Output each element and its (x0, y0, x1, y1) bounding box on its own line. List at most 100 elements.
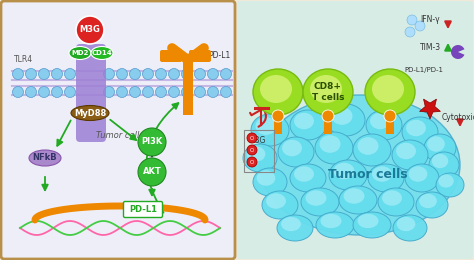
Text: O: O (250, 159, 254, 165)
Text: CD8+
T cells: CD8+ T cells (312, 82, 344, 102)
Ellipse shape (382, 190, 402, 206)
Circle shape (208, 87, 219, 98)
Circle shape (194, 87, 206, 98)
Text: TLR4: TLR4 (14, 55, 33, 64)
Ellipse shape (243, 144, 277, 172)
Circle shape (155, 87, 166, 98)
Ellipse shape (306, 190, 327, 206)
Bar (274, 116, 282, 134)
Circle shape (26, 87, 36, 98)
Ellipse shape (260, 75, 292, 103)
Ellipse shape (255, 117, 276, 135)
Circle shape (182, 68, 192, 80)
Ellipse shape (290, 110, 326, 140)
Ellipse shape (310, 75, 342, 103)
Circle shape (407, 15, 417, 25)
Ellipse shape (290, 164, 326, 192)
Bar (324, 116, 332, 134)
Text: MyD88: MyD88 (74, 108, 106, 118)
Ellipse shape (316, 212, 354, 238)
Ellipse shape (370, 113, 390, 129)
Text: TIM-3: TIM-3 (420, 43, 441, 52)
Ellipse shape (393, 215, 427, 241)
Ellipse shape (69, 47, 91, 60)
Circle shape (384, 110, 396, 122)
Ellipse shape (278, 137, 314, 167)
Circle shape (194, 68, 206, 80)
Circle shape (129, 68, 140, 80)
Circle shape (247, 145, 257, 155)
Text: O: O (250, 147, 254, 153)
Circle shape (220, 87, 231, 98)
Ellipse shape (438, 174, 454, 188)
Circle shape (26, 68, 36, 80)
Circle shape (64, 87, 75, 98)
Text: PD-L1/PD-1: PD-L1/PD-1 (404, 67, 443, 73)
Text: Cytotoxicity: Cytotoxicity (442, 114, 474, 122)
Ellipse shape (281, 217, 301, 231)
Text: Tumor cells: Tumor cells (96, 131, 144, 140)
Ellipse shape (315, 132, 353, 164)
Polygon shape (451, 45, 465, 59)
Circle shape (143, 87, 154, 98)
Ellipse shape (320, 214, 341, 228)
Ellipse shape (357, 137, 378, 155)
Text: NFkB: NFkB (33, 153, 57, 162)
Ellipse shape (260, 95, 460, 235)
Circle shape (103, 87, 115, 98)
Ellipse shape (319, 135, 340, 153)
Ellipse shape (405, 164, 439, 192)
FancyBboxPatch shape (124, 202, 163, 218)
Ellipse shape (378, 188, 414, 216)
Circle shape (208, 68, 219, 80)
Circle shape (138, 158, 166, 186)
Text: Tumor cells: Tumor cells (328, 168, 408, 181)
Ellipse shape (253, 69, 303, 115)
FancyBboxPatch shape (237, 1, 473, 259)
Bar (183, 55, 193, 115)
Ellipse shape (331, 107, 353, 125)
Bar (386, 116, 394, 134)
Ellipse shape (256, 170, 275, 186)
Circle shape (168, 87, 180, 98)
Circle shape (117, 68, 128, 80)
Circle shape (76, 16, 104, 44)
Bar (244, 130, 274, 172)
Circle shape (247, 133, 257, 143)
Ellipse shape (339, 186, 377, 214)
Circle shape (38, 87, 49, 98)
Ellipse shape (353, 212, 391, 238)
Ellipse shape (294, 113, 314, 129)
Ellipse shape (366, 110, 402, 140)
Text: PI3K: PI3K (141, 138, 163, 146)
Circle shape (38, 68, 49, 80)
Ellipse shape (372, 75, 404, 103)
Ellipse shape (396, 143, 416, 159)
Ellipse shape (353, 134, 391, 166)
Ellipse shape (406, 120, 426, 136)
Ellipse shape (436, 173, 464, 197)
Circle shape (52, 68, 63, 80)
Circle shape (405, 27, 415, 37)
Circle shape (64, 68, 75, 80)
Circle shape (12, 87, 24, 98)
Ellipse shape (303, 69, 353, 115)
Ellipse shape (294, 166, 314, 182)
Circle shape (138, 128, 166, 156)
Circle shape (155, 68, 166, 80)
Ellipse shape (301, 188, 339, 216)
Circle shape (103, 68, 115, 80)
Ellipse shape (282, 140, 302, 156)
Circle shape (182, 87, 192, 98)
Ellipse shape (344, 188, 365, 204)
Circle shape (117, 87, 128, 98)
Ellipse shape (416, 192, 448, 218)
Circle shape (12, 68, 24, 80)
Ellipse shape (29, 150, 61, 166)
Ellipse shape (329, 160, 367, 190)
Ellipse shape (432, 154, 448, 168)
Circle shape (143, 68, 154, 80)
Text: AKT: AKT (143, 167, 161, 177)
Ellipse shape (392, 140, 428, 170)
Circle shape (52, 87, 63, 98)
